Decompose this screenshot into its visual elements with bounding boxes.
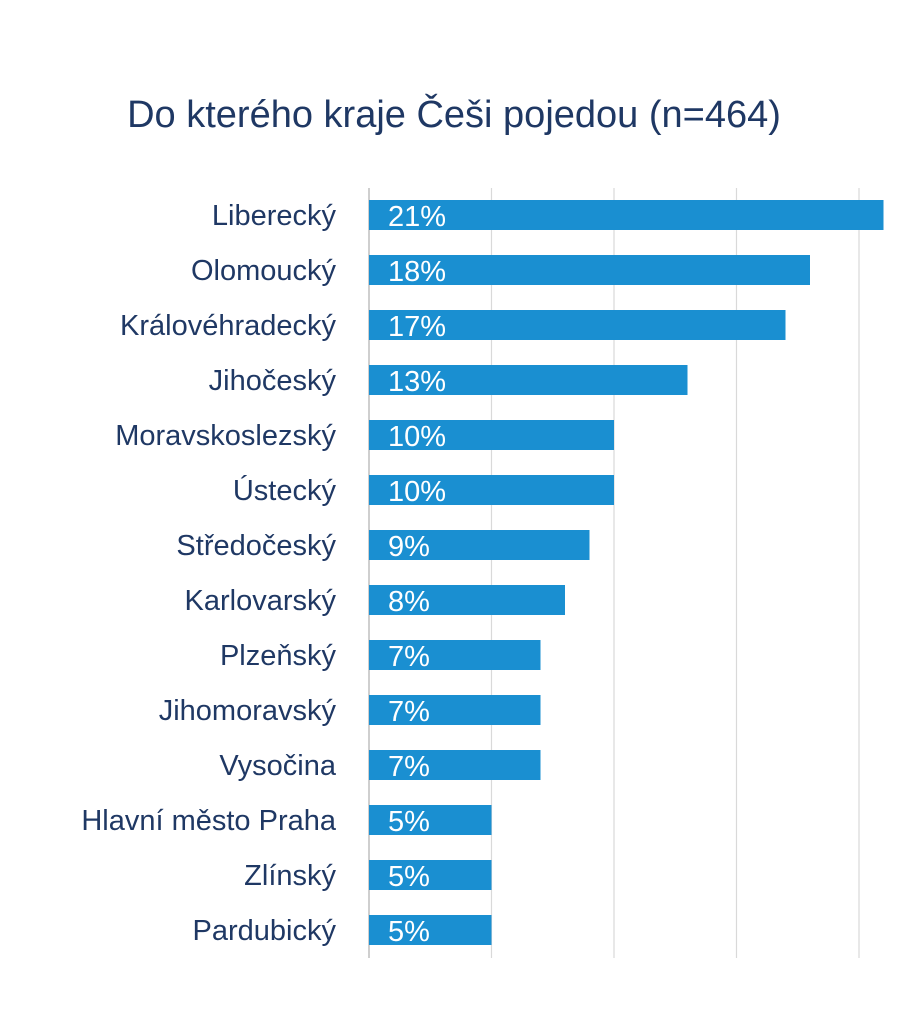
bar [369, 750, 541, 780]
value-label: 17% [388, 311, 446, 343]
value-label: 5% [388, 861, 430, 893]
category-label: Hlavní město Praha [81, 805, 337, 837]
bar [369, 805, 492, 835]
category-label: Liberecký [212, 200, 337, 232]
bar [369, 365, 688, 395]
category-label: Olomoucký [191, 255, 337, 287]
category-label: Plzeňský [220, 640, 337, 672]
category-label: Zlínský [244, 860, 336, 892]
category-label: Pardubický [193, 915, 337, 947]
category-labels: Liberecký Olomoucký Královéhradecký Jihočes… [81, 200, 337, 947]
bar [369, 695, 541, 725]
category-label: Středočeský [176, 530, 336, 562]
category-label: Královéhradecký [120, 310, 336, 342]
value-label: 21% [388, 201, 446, 233]
bar [369, 915, 492, 945]
value-label: 8% [388, 586, 430, 618]
value-label: 10% [388, 421, 446, 453]
value-labels: 21% 18% 17% 13% 10% 10% 9% 8% 7% 7% 7% 5% 5% 5% [388, 201, 446, 948]
value-label: 7% [388, 641, 430, 673]
category-label: Moravskoslezský [115, 420, 336, 452]
gridlines [368, 188, 860, 958]
value-label: 10% [388, 476, 446, 508]
bar [369, 530, 590, 560]
value-label: 5% [388, 916, 430, 948]
value-label: 9% [388, 531, 430, 563]
bar [369, 200, 884, 230]
bar [369, 640, 541, 670]
value-label: 13% [388, 366, 446, 398]
category-label: Jihočeský [209, 365, 337, 397]
value-label: 18% [388, 256, 446, 288]
chart-title: Do kterého kraje Češi pojedou (n=464) [127, 94, 781, 136]
bar [369, 310, 786, 340]
bars [369, 200, 884, 945]
category-label: Vysočina [219, 750, 336, 782]
bar [369, 475, 614, 505]
bar [369, 860, 492, 890]
category-label: Karlovarský [185, 585, 337, 617]
bar [369, 420, 614, 450]
bar [369, 255, 810, 285]
value-label: 7% [388, 696, 430, 728]
bar [369, 585, 565, 615]
category-label: Jihomoravský [159, 695, 337, 727]
category-label: Ústecký [233, 474, 337, 507]
value-label: 5% [388, 806, 430, 838]
value-label: 7% [388, 751, 430, 783]
